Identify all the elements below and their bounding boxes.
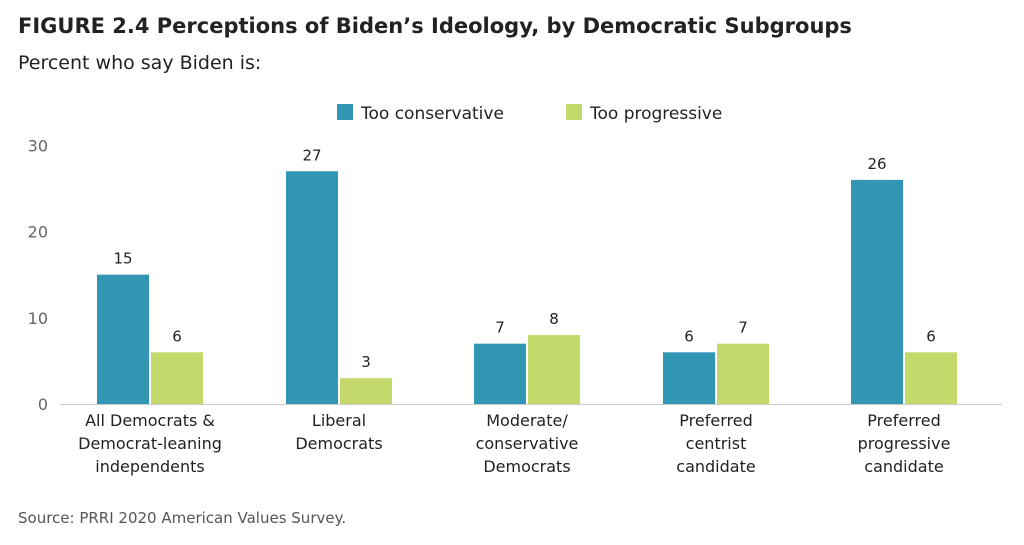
bar-too-conservative xyxy=(851,179,903,404)
bar-value-label: 7 xyxy=(495,319,505,337)
y-axis: 0 10 20 30 xyxy=(28,136,48,414)
bar-value-label: 8 xyxy=(549,310,559,328)
legend-swatch-too-conservative xyxy=(337,104,353,120)
source-note: Source: PRRI 2020 American Values Survey… xyxy=(18,509,347,527)
y-tick-label: 30 xyxy=(28,136,48,155)
bar-value-label: 6 xyxy=(172,327,182,345)
bar-too-progressive xyxy=(528,335,580,404)
bar-too-conservative xyxy=(663,352,715,404)
chart-subtitle: Percent who say Biden is: xyxy=(18,52,262,74)
bars: 15 6 27 3 7 8 6 7 26 6 xyxy=(97,146,957,404)
bar-value-label: 15 xyxy=(113,250,132,268)
category-label: Liberal Democrats xyxy=(295,411,382,453)
bar-too-progressive xyxy=(905,352,957,404)
category-label: Moderate/conservative Democrats xyxy=(476,411,579,476)
bar-value-label: 27 xyxy=(302,146,321,164)
category-label: All Democrats & Democrat-leaning independe… xyxy=(78,411,222,476)
bar-value-label: 3 xyxy=(361,353,371,371)
legend: Too conservative Too progressive xyxy=(337,104,722,124)
legend-label-too-conservative: Too conservative xyxy=(360,104,504,124)
bar-too-progressive xyxy=(717,343,769,404)
bar-too-conservative xyxy=(286,171,338,404)
x-axis: All Democrats & Democrat-leaning independe… xyxy=(60,404,1002,476)
bar-too-progressive xyxy=(340,378,392,404)
bar-too-conservative xyxy=(97,274,149,404)
y-tick-label: 10 xyxy=(28,309,48,328)
bar-too-conservative xyxy=(474,343,526,404)
chart-title: FIGURE 2.4 Perceptions of Biden’s Ideolo… xyxy=(18,14,852,38)
category-label: Preferred progressive candidate xyxy=(858,411,951,476)
bar-too-progressive xyxy=(151,352,203,404)
y-tick-label: 0 xyxy=(38,395,48,414)
bar-value-label: 26 xyxy=(867,155,886,173)
bar-value-label: 7 xyxy=(738,319,748,337)
legend-label-too-progressive: Too progressive xyxy=(589,104,722,124)
legend-swatch-too-progressive xyxy=(566,104,582,120)
bar-value-label: 6 xyxy=(684,327,694,345)
category-label: Preferred centrist candidate xyxy=(676,411,755,476)
y-tick-label: 20 xyxy=(28,223,48,242)
bar-value-label: 6 xyxy=(926,327,936,345)
